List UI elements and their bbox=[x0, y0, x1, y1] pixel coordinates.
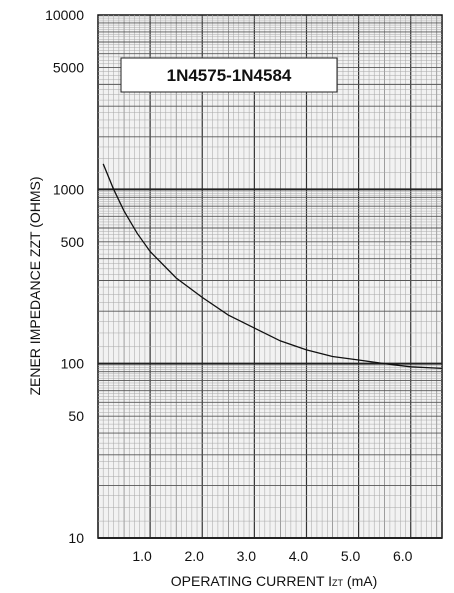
x-tick-label: 1.0 bbox=[132, 548, 152, 564]
series-layer bbox=[102, 163, 443, 370]
title-box bbox=[120, 57, 338, 93]
y-tick-label: 1000 bbox=[53, 181, 84, 197]
x-axis-label-unit: (mA) bbox=[343, 573, 377, 589]
x-tick-label: 2.0 bbox=[185, 548, 205, 564]
x-axis-label-main: OPERATING CURRENT I bbox=[171, 573, 332, 589]
y-tick-label: 50 bbox=[68, 408, 84, 424]
y-tick-labels: 10000 5000 1000 500 100 50 10 bbox=[45, 7, 84, 546]
y-tick-label: 5000 bbox=[53, 59, 84, 75]
impedance-curve bbox=[102, 163, 443, 370]
y-tick-label: 10000 bbox=[45, 7, 84, 23]
y-axis-label: ZENER IMPEDANCE ZZT (OHMS) bbox=[27, 176, 43, 395]
x-tick-label: 3.0 bbox=[237, 548, 257, 564]
x-axis-label: OPERATING CURRENT IZT (mA) bbox=[171, 573, 378, 589]
x-tick-label: 6.0 bbox=[393, 548, 413, 564]
grid-lines bbox=[98, 15, 442, 539]
y-tick-label: 10 bbox=[68, 530, 84, 546]
x-tick-labels: 1.0 2.0 3.0 4.0 5.0 6.0 bbox=[132, 548, 412, 564]
y-tick-label: 500 bbox=[61, 234, 85, 250]
x-tick-label: 5.0 bbox=[341, 548, 361, 564]
x-tick-label: 4.0 bbox=[289, 548, 309, 564]
x-axis-label-sub: ZT bbox=[332, 578, 343, 588]
chart-title: 1N4575-1N4584 bbox=[167, 66, 292, 85]
y-tick-label: 100 bbox=[61, 356, 85, 372]
